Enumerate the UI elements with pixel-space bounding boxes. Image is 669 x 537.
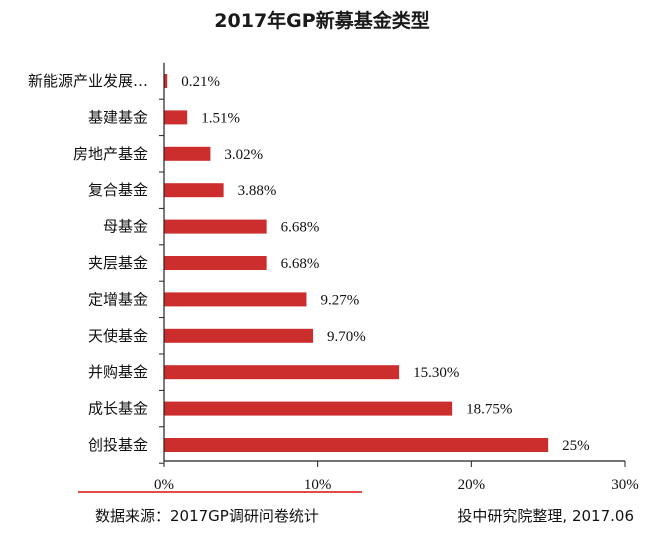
bar-4 <box>164 219 267 234</box>
bar-2 <box>164 146 211 161</box>
bar-8 <box>164 365 400 380</box>
value-label: 0.21% <box>181 74 220 90</box>
credit-note: 投中研究院整理, 2017.06 <box>457 507 634 525</box>
value-label: 9.27% <box>320 292 359 308</box>
source-note: 数据来源：2017GP调研问卷统计 <box>95 507 319 525</box>
bar-7 <box>164 328 314 343</box>
x-tick-label: 10% <box>304 477 332 493</box>
value-label: 6.68% <box>281 256 320 272</box>
bar-10 <box>164 438 549 452</box>
value-label: 6.68% <box>281 220 320 236</box>
category-label: 新能源产业发展… <box>28 72 148 90</box>
category-label: 复合基金 <box>88 181 148 199</box>
category-label: 天使基金 <box>88 327 148 345</box>
value-label: 15.30% <box>413 365 459 381</box>
value-label: 9.70% <box>327 329 366 345</box>
x-axis: 0% 10% 20% 30% <box>154 62 639 493</box>
x-tick-label: 30% <box>611 477 639 493</box>
bar-5 <box>164 256 267 270</box>
category-labels: 新能源产业发展… 基建基金房地产基金复合基金母基金夹层基金定增基金天使基金并购基金… <box>28 72 148 454</box>
x-tick-label: 20% <box>458 477 486 493</box>
category-label: 定增基金 <box>88 290 148 308</box>
category-label: 并购基金 <box>88 363 148 381</box>
bar-1 <box>164 110 188 125</box>
value-label: 3.88% <box>238 183 277 199</box>
bars-group <box>164 74 549 452</box>
category-label: 母基金 <box>103 218 148 236</box>
category-label: 基建基金 <box>88 108 148 126</box>
value-label: 3.02% <box>224 147 263 163</box>
value-label: 25% <box>562 438 590 454</box>
bar-9 <box>164 401 453 416</box>
value-label: 1.51% <box>201 110 240 126</box>
value-label: 18.75% <box>466 402 512 418</box>
bar-6 <box>164 292 307 307</box>
x-tick-label: 0% <box>154 477 174 493</box>
bar-0 <box>164 74 168 88</box>
category-label: 成长基金 <box>88 400 148 418</box>
value-labels: 0.21% 1.51% 3.02% 3.88% 6.68% 6.68% 9.27% 9.70%… <box>181 74 589 454</box>
category-label: 夹层基金 <box>88 254 148 272</box>
bar-3 <box>164 183 224 198</box>
chart-title: 2017年GP新募基金类型 <box>214 9 429 32</box>
category-label: 房地产基金 <box>73 145 148 163</box>
category-label: 创投基金 <box>88 436 148 454</box>
